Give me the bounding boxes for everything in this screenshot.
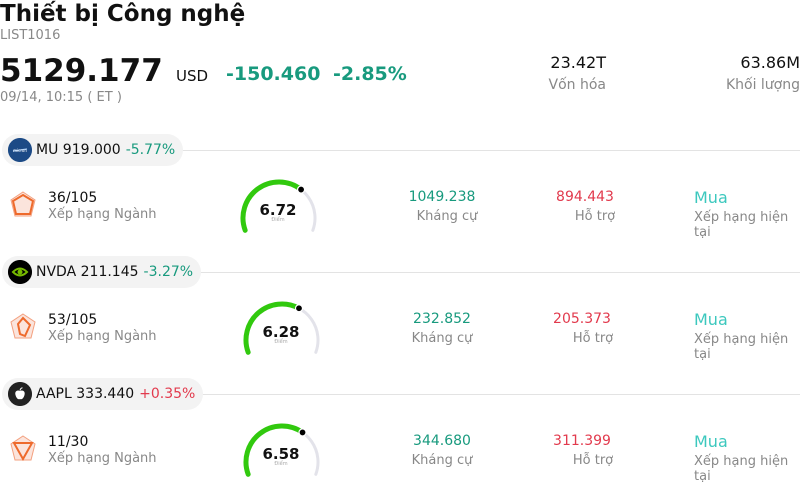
stock-pill[interactable]: micron MU 919.000 -5.77% bbox=[2, 134, 184, 166]
gauge-marker bbox=[294, 304, 304, 313]
index-change-pct: -2.85% bbox=[333, 63, 407, 85]
stock-price: 919.000 bbox=[62, 142, 121, 158]
apple-logo-icon bbox=[8, 382, 32, 406]
stock-pill[interactable]: NVDA 211.145 -3.27% bbox=[2, 256, 202, 288]
industry-rank-label: Xếp hạng Ngành bbox=[48, 207, 157, 222]
score-value: 6.72 bbox=[259, 201, 297, 219]
support-label: Hỗ trợ bbox=[572, 331, 614, 346]
rank-icon bbox=[10, 313, 36, 339]
stock-ticker: MU bbox=[36, 142, 59, 158]
stock-ticker: NVDA bbox=[36, 264, 77, 280]
industry-rank: 53/105 bbox=[48, 312, 98, 328]
industry-rank: 36/105 bbox=[48, 190, 98, 206]
stock-change-pct: +0.35% bbox=[139, 386, 196, 402]
stock-ticker: AAPL bbox=[36, 386, 72, 402]
recommendation-value: Mua bbox=[694, 310, 728, 329]
resistance-label: Kháng cự bbox=[411, 331, 473, 346]
score-gauge bbox=[243, 423, 320, 477]
row-divider bbox=[170, 150, 800, 151]
resistance-label: Kháng cự bbox=[411, 453, 473, 468]
recommendation-value: Mua bbox=[694, 432, 728, 451]
score-label: Điểm bbox=[271, 217, 285, 223]
nvidia-logo-icon bbox=[8, 260, 32, 284]
page-title: Thiết bị Công nghệ bbox=[0, 1, 246, 27]
recommendation-label: Xếp hạng hiện tại bbox=[694, 210, 789, 240]
stock-price: 333.440 bbox=[76, 386, 135, 402]
support-label: Hỗ trợ bbox=[574, 209, 616, 224]
svg-text:micron: micron bbox=[13, 148, 27, 153]
currency-label: USD bbox=[176, 67, 209, 85]
gauge-marker bbox=[296, 185, 306, 194]
score-label: Điểm bbox=[274, 339, 288, 345]
support-value: 311.399 bbox=[553, 433, 611, 449]
industry-rank-label: Xếp hạng Ngành bbox=[48, 329, 157, 344]
stock-change-pct: -5.77% bbox=[125, 142, 176, 158]
support-value: 894.443 bbox=[556, 189, 614, 205]
gauge-marker bbox=[298, 428, 307, 437]
stock-change-pct: -3.27% bbox=[143, 264, 194, 280]
row-divider bbox=[170, 272, 800, 273]
gauge-fill bbox=[243, 423, 306, 477]
update-time: 09/14, 10:15 ( ET ) bbox=[0, 90, 122, 105]
industry-rank: 11/30 bbox=[48, 434, 89, 450]
row-divider bbox=[170, 394, 800, 395]
score-value: 6.28 bbox=[262, 323, 300, 341]
stock-row[interactable]: NVDA 211.145 -3.27% 53/105 Xếp hạng Ngàn… bbox=[0, 256, 800, 378]
stock-row[interactable]: micron MU 919.000 -5.77% 36/105 Xếp hạng… bbox=[0, 134, 800, 256]
list-code: LIST1016 bbox=[0, 28, 61, 43]
resistance-value: 344.680 bbox=[413, 433, 471, 449]
market-cap-label: Vốn hóa bbox=[548, 77, 606, 93]
micron-logo-icon: micron bbox=[8, 138, 32, 162]
gauge-fill bbox=[243, 301, 302, 355]
index-price: 5129.177 bbox=[0, 53, 163, 89]
volume-value: 63.86M bbox=[740, 53, 800, 72]
stock-row[interactable]: AAPL 333.440 +0.35% 11/30 Xếp hạng Ngành… bbox=[0, 378, 800, 500]
market-cap-value: 23.42T bbox=[550, 53, 606, 72]
support-value: 205.373 bbox=[553, 311, 611, 327]
volume-label: Khối lượng bbox=[725, 77, 800, 93]
rank-icon bbox=[10, 191, 36, 217]
recommendation-label: Xếp hạng hiện tại bbox=[694, 332, 789, 362]
rank-icon bbox=[10, 435, 36, 462]
stock-price: 211.145 bbox=[80, 264, 139, 280]
score-label: Điểm bbox=[274, 461, 288, 467]
recommendation-label: Xếp hạng hiện tại bbox=[694, 454, 789, 484]
index-change: -150.460 bbox=[226, 63, 321, 85]
score-value: 6.58 bbox=[262, 445, 300, 463]
recommendation-value: Mua bbox=[694, 188, 728, 207]
industry-rank-label: Xếp hạng Ngành bbox=[48, 451, 157, 466]
resistance-value: 232.852 bbox=[413, 311, 471, 327]
resistance-label: Kháng cự bbox=[416, 209, 478, 224]
stock-pill[interactable]: AAPL 333.440 +0.35% bbox=[2, 378, 204, 410]
resistance-value: 1049.238 bbox=[408, 189, 476, 205]
score-gauge bbox=[240, 179, 317, 233]
support-label: Hỗ trợ bbox=[572, 453, 614, 468]
gauge-fill bbox=[240, 179, 304, 233]
score-gauge bbox=[243, 301, 320, 355]
